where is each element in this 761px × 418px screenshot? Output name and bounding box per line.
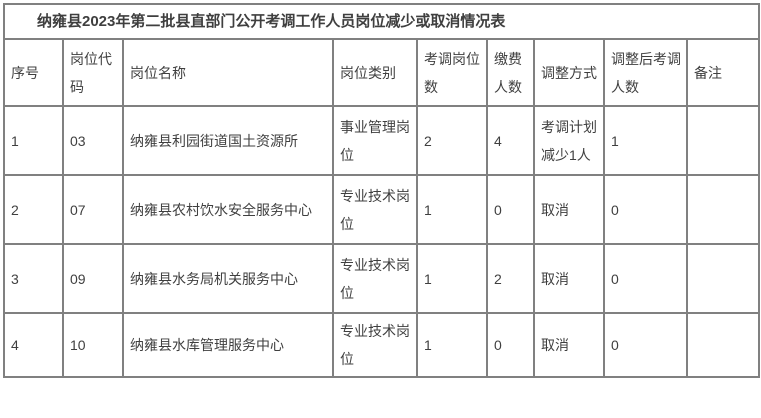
cell-adjusted-recruit-count: 0 <box>603 174 688 245</box>
cell-position-category: 专业技术岗位 <box>332 174 418 245</box>
cell-position-code: 10 <box>62 312 124 378</box>
cell-adjustment-method: 取消 <box>533 243 605 314</box>
cell-position-category: 事业管理岗位 <box>332 105 418 176</box>
cell-position-name: 纳雍县利园街道国土资源所 <box>122 105 334 176</box>
cell-remarks <box>685 174 761 245</box>
column-header-adjusted-recruit-count: 调整后考调人数 <box>603 38 688 107</box>
cell-position-category: 专业技术岗位 <box>332 243 418 314</box>
cell-position-category: 专业技术岗位 <box>332 312 418 378</box>
column-header-position-category: 岗位类别 <box>332 38 418 107</box>
column-header-payment-count: 缴费人数 <box>486 38 535 107</box>
cell-index: 4 <box>3 312 64 378</box>
table-row: 1 03 纳雍县利园街道国土资源所 事业管理岗位 2 4 考调计划减少1人 1 <box>3 105 761 176</box>
column-header-position-code: 岗位代码 <box>62 38 124 107</box>
cell-index: 3 <box>3 243 64 314</box>
cell-index: 2 <box>3 174 64 245</box>
cell-position-name: 纳雍县水库管理服务中心 <box>122 312 334 378</box>
cell-adjustment-method: 取消 <box>533 174 605 245</box>
table-title-row: 纳雍县2023年第二批县直部门公开考调工作人员岗位减少或取消情况表 <box>2 3 761 40</box>
cell-adjusted-recruit-count: 0 <box>603 312 688 378</box>
cell-remarks <box>685 312 761 378</box>
cell-adjustment-method: 取消 <box>533 312 605 378</box>
positions-adjustment-table: 纳雍县2023年第二批县直部门公开考调工作人员岗位减少或取消情况表 序号 岗位代… <box>2 3 761 378</box>
cell-remarks <box>685 105 761 176</box>
cell-position-name: 纳雍县农村饮水安全服务中心 <box>122 174 334 245</box>
cell-recruit-post-count: 1 <box>416 174 488 245</box>
column-header-index: 序号 <box>3 38 64 107</box>
column-header-position-name: 岗位名称 <box>122 38 334 107</box>
column-header-remarks: 备注 <box>685 38 761 107</box>
cell-position-code: 03 <box>62 105 124 176</box>
table-header-row: 序号 岗位代码 岗位名称 岗位类别 考调岗位数 缴费人数 调整方式 调整后考调人… <box>3 38 761 107</box>
cell-recruit-post-count: 2 <box>416 105 488 176</box>
cell-payment-count: 0 <box>486 312 535 378</box>
cell-position-name: 纳雍县水务局机关服务中心 <box>122 243 334 314</box>
column-header-adjustment-method: 调整方式 <box>533 38 605 107</box>
column-header-recruit-post-count: 考调岗位数 <box>416 38 488 107</box>
table-row: 4 10 纳雍县水库管理服务中心 专业技术岗位 1 0 取消 0 <box>3 312 761 378</box>
table-title: 纳雍县2023年第二批县直部门公开考调工作人员岗位减少或取消情况表 <box>2 3 761 40</box>
cell-position-code: 07 <box>62 174 124 245</box>
cell-recruit-post-count: 1 <box>416 243 488 314</box>
table-row: 2 07 纳雍县农村饮水安全服务中心 专业技术岗位 1 0 取消 0 <box>3 174 761 245</box>
table-row: 3 09 纳雍县水务局机关服务中心 专业技术岗位 1 2 取消 0 <box>3 243 761 314</box>
cell-payment-count: 4 <box>486 105 535 176</box>
cell-payment-count: 2 <box>486 243 535 314</box>
cell-position-code: 09 <box>62 243 124 314</box>
cell-adjustment-method: 考调计划减少1人 <box>533 105 605 176</box>
cell-adjusted-recruit-count: 0 <box>603 243 688 314</box>
cell-recruit-post-count: 1 <box>416 312 488 378</box>
cell-adjusted-recruit-count: 1 <box>603 105 688 176</box>
cell-payment-count: 0 <box>486 174 535 245</box>
cell-remarks <box>685 243 761 314</box>
cell-index: 1 <box>3 105 64 176</box>
